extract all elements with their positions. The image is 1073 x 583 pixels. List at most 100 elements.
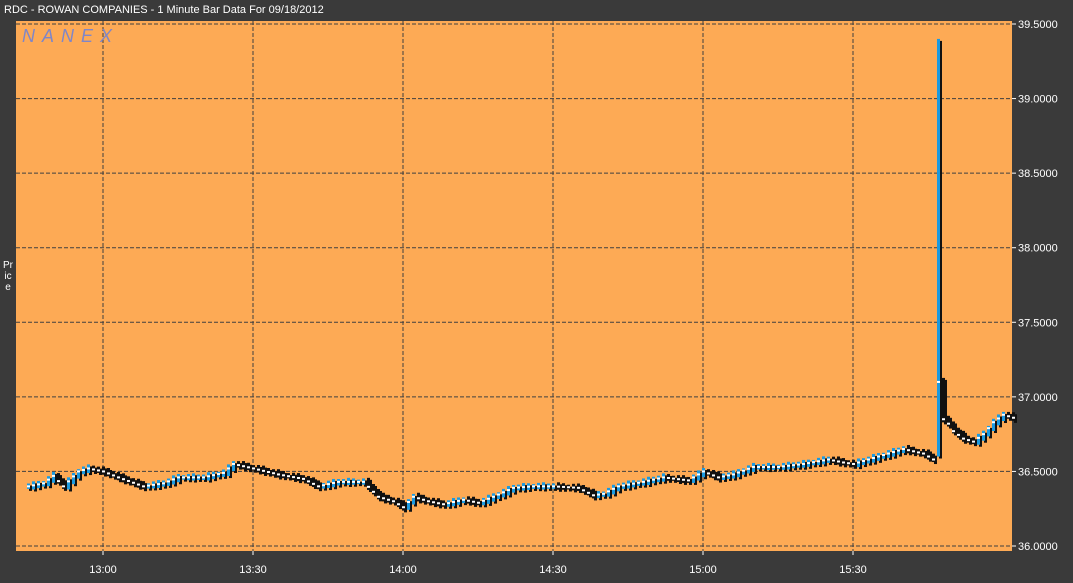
price-bar-shadow	[1009, 413, 1012, 421]
close-marker	[737, 471, 740, 474]
close-marker	[317, 485, 320, 488]
close-marker	[422, 498, 425, 501]
close-marker	[132, 481, 135, 484]
close-marker	[47, 478, 50, 481]
close-marker	[1007, 415, 1010, 418]
close-marker	[282, 474, 285, 477]
price-bar-shadow	[224, 471, 227, 479]
price-bar-shadow	[814, 461, 817, 468]
close-marker	[547, 485, 550, 488]
y-tick-label: 38.5000	[1018, 168, 1058, 180]
price-bar-shadow	[69, 479, 72, 492]
price-bar	[377, 488, 380, 500]
x-tick-label: 14:30	[539, 564, 567, 576]
close-marker	[212, 474, 215, 477]
close-marker	[952, 430, 955, 433]
price-bar-shadow	[899, 449, 902, 457]
close-marker	[667, 476, 670, 479]
price-bar-shadow	[579, 485, 582, 493]
price-bar	[947, 415, 950, 427]
close-marker	[582, 489, 585, 492]
price-bar-shadow	[59, 475, 62, 486]
price-bar-shadow	[714, 471, 717, 481]
close-marker	[92, 468, 95, 471]
close-marker	[87, 467, 90, 470]
close-marker	[357, 480, 360, 483]
price-bar	[617, 483, 620, 492]
price-bar-shadow	[294, 474, 297, 482]
close-marker	[527, 485, 530, 488]
price-bar-shadow	[444, 502, 447, 509]
close-marker	[307, 480, 310, 483]
price-bar-shadow	[979, 435, 982, 447]
close-marker	[897, 449, 900, 452]
close-marker	[312, 482, 315, 485]
price-bar-shadow	[364, 480, 367, 487]
price-bar-shadow	[414, 495, 417, 507]
close-marker	[147, 484, 150, 487]
close-marker	[417, 497, 420, 500]
price-bar-shadow	[949, 417, 952, 429]
close-marker	[427, 500, 430, 503]
price-bar-shadow	[474, 498, 477, 507]
close-marker	[242, 465, 245, 468]
close-marker	[482, 499, 485, 502]
price-bar	[692, 474, 695, 483]
close-marker	[882, 454, 885, 457]
close-marker	[432, 501, 435, 504]
price-bar	[592, 488, 595, 499]
close-marker	[467, 499, 470, 502]
close-marker	[672, 477, 675, 480]
price-bar-shadow	[149, 485, 152, 491]
x-tick-label: 13:30	[239, 564, 267, 576]
price-bar-shadow	[559, 484, 562, 492]
price-bar-shadow	[174, 477, 177, 487]
price-bar-shadow	[124, 475, 127, 485]
price-bar-shadow	[489, 496, 492, 506]
close-marker	[372, 490, 375, 493]
close-marker	[962, 437, 965, 440]
price-bar	[992, 418, 995, 432]
x-tick-label: 14:00	[389, 564, 417, 576]
price-bar	[697, 470, 700, 481]
price-bar-shadow	[374, 486, 377, 497]
price-bar-shadow	[709, 471, 712, 478]
close-marker	[112, 474, 115, 477]
close-marker	[377, 495, 380, 498]
price-bar-shadow	[874, 455, 877, 465]
price-bar	[312, 477, 315, 487]
price-bar-shadow	[204, 476, 207, 482]
close-marker	[167, 480, 170, 483]
price-bar-shadow	[894, 450, 897, 459]
close-marker	[347, 480, 350, 483]
price-bar	[242, 461, 245, 470]
price-bar-shadow	[794, 464, 797, 471]
price-bar-shadow	[459, 499, 462, 507]
y-tick-label: 37.5000	[1018, 317, 1058, 329]
close-marker	[852, 462, 855, 465]
close-marker	[657, 477, 660, 480]
price-bar	[417, 492, 420, 502]
close-marker	[592, 494, 595, 497]
price-bar-shadow	[419, 494, 422, 504]
price-bar-shadow	[329, 482, 332, 491]
close-marker	[192, 476, 195, 479]
price-bar-shadow	[154, 483, 157, 491]
price-bar-shadow	[194, 475, 197, 483]
price-bar-shadow	[534, 486, 537, 491]
close-marker	[287, 475, 290, 478]
price-bar-shadow	[434, 499, 437, 508]
close-marker	[692, 476, 695, 479]
price-bar-shadow	[784, 464, 787, 472]
close-marker	[152, 483, 155, 486]
close-marker	[292, 476, 295, 479]
close-marker	[342, 480, 345, 483]
close-marker	[617, 485, 620, 488]
price-bars	[27, 38, 1017, 513]
close-marker	[862, 459, 865, 462]
close-marker	[262, 469, 265, 472]
close-marker	[537, 485, 540, 488]
price-bar-shadow	[749, 467, 752, 476]
price-bar-shadow	[689, 478, 692, 485]
close-marker	[872, 457, 875, 460]
